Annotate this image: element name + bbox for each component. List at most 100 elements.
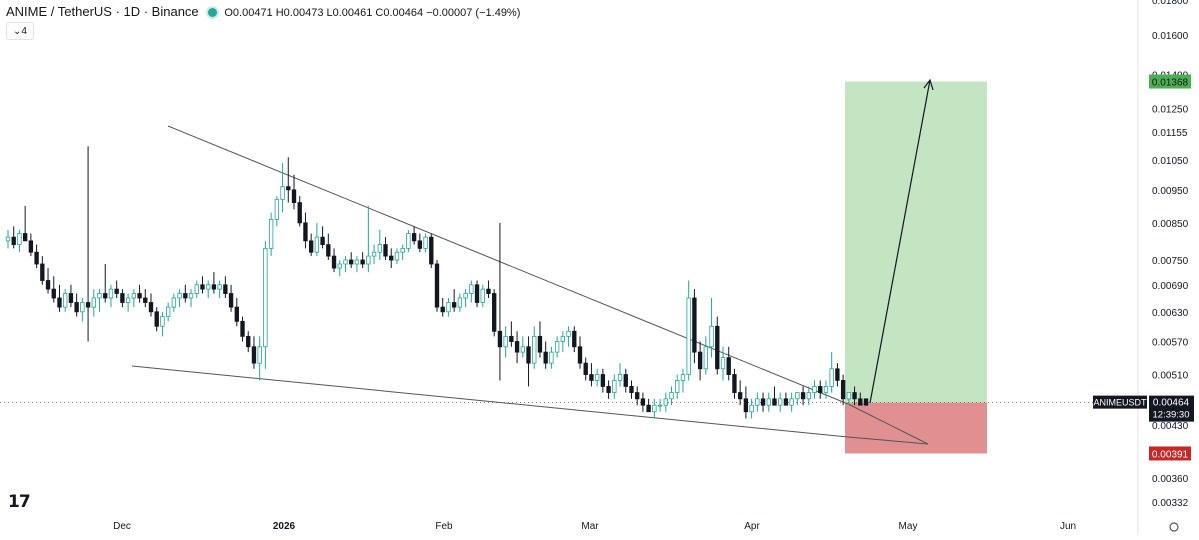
candle-body [812, 386, 817, 393]
candle-body [766, 398, 771, 406]
y-tick-label: 0.01250 [1152, 104, 1189, 115]
candle-body [749, 404, 754, 413]
candle-body [331, 255, 337, 269]
candle-body [343, 259, 348, 265]
y-tick-label: 0.00332 [1152, 498, 1189, 509]
candle-body [606, 386, 611, 393]
candle-body [108, 288, 114, 299]
candle-body [120, 293, 125, 303]
candle-body [480, 288, 485, 303]
candle-body [646, 404, 651, 413]
market-status-dot [208, 8, 218, 17]
symbol-title[interactable]: ANIME / TetherUS · 1D · Binance [6, 4, 199, 19]
candle-body [429, 236, 434, 265]
candle-body [669, 392, 674, 400]
candle-body [183, 293, 188, 299]
candle-body [165, 306, 171, 317]
candle-body [617, 374, 623, 381]
candle-body [566, 330, 571, 337]
candle-body [549, 351, 554, 364]
candle-body [726, 357, 731, 375]
candle-body [835, 368, 840, 381]
candle-body [840, 380, 846, 400]
candle-body [228, 293, 234, 308]
candle-body [577, 346, 583, 364]
y-tick-label: 0.00750 [1152, 256, 1189, 267]
symbol-badge: ANIMEUSDT [1093, 398, 1147, 408]
candle-body [366, 255, 371, 265]
candle-body [303, 222, 308, 242]
candle-body [63, 293, 68, 308]
candle-body [858, 398, 863, 406]
candle-body [469, 284, 474, 294]
candle-body [268, 218, 274, 249]
candle-body [371, 251, 377, 257]
candle-body [680, 374, 686, 381]
target-zone [845, 81, 987, 403]
current-price: 0.00464 [1153, 398, 1190, 409]
candle-body [291, 189, 297, 203]
price-badge-bg [1149, 395, 1194, 422]
candle-body [251, 346, 257, 364]
candle-body [594, 374, 600, 381]
candle-body [160, 316, 165, 327]
y-tick-label: 0.01800 [1152, 0, 1189, 7]
candle-body [795, 392, 800, 400]
candle-body [612, 380, 617, 393]
candle-body [394, 251, 400, 261]
candle-body [652, 404, 657, 413]
candle-body [5, 236, 11, 242]
candle-body [308, 240, 314, 253]
candle-body [154, 311, 159, 327]
symbol-legend: ANIME / TetherUS · 1D · Binance O0.00471… [6, 4, 520, 19]
candle-body [51, 288, 56, 299]
y-tick-label: 0.00690 [1152, 281, 1189, 292]
target-price-label: 0.01368 [1152, 78, 1189, 89]
x-tick-label: Jun [1060, 521, 1076, 532]
indicators-toggle[interactable]: ⌄ 4 [6, 22, 34, 40]
candle-body [40, 263, 45, 281]
y-tick-label: 0.00360 [1152, 474, 1189, 485]
candle-body [148, 302, 154, 313]
settings-gear-icon[interactable] [1169, 522, 1179, 532]
candle-body [629, 386, 634, 393]
candle-body [514, 341, 520, 353]
stop-price-label-bg [1149, 446, 1191, 461]
ohlc-values: O0.00471 H0.00473 L0.00461 C0.00464 −0.0… [224, 7, 521, 19]
candle-body [34, 251, 39, 265]
candle-body [526, 346, 531, 364]
candle-body [17, 233, 22, 245]
candle-body [354, 259, 360, 265]
candle-body [389, 255, 394, 261]
candle-body [692, 297, 697, 353]
y-tick-label: 0.00850 [1152, 219, 1189, 230]
candle-body [640, 398, 646, 406]
x-tick-label: Mar [581, 521, 599, 532]
chevron-down-icon: ⌄ [13, 25, 22, 37]
candle-body [125, 297, 131, 303]
candle-body [194, 284, 199, 294]
candle-body [80, 302, 85, 313]
candle-body [503, 335, 508, 348]
candle-body [314, 236, 320, 253]
candle-body [423, 236, 428, 249]
candle-body [532, 335, 537, 364]
candle-body [823, 386, 829, 393]
y-tick-label: 0.00950 [1152, 186, 1189, 197]
candle-body [223, 284, 228, 294]
candle-body [280, 186, 285, 200]
x-tick-label: Feb [435, 521, 453, 532]
candle-body [74, 302, 79, 313]
indicators-count: 4 [21, 25, 27, 37]
candle-body [663, 398, 668, 406]
candle-body [772, 398, 777, 406]
candle-body [543, 351, 548, 364]
x-tick-label: 2026 [273, 521, 296, 532]
candle-body [28, 240, 34, 253]
candle-body [137, 293, 142, 299]
candle-body [457, 297, 463, 308]
candle-body [554, 341, 560, 353]
y-tick-label: 0.00430 [1152, 421, 1189, 432]
